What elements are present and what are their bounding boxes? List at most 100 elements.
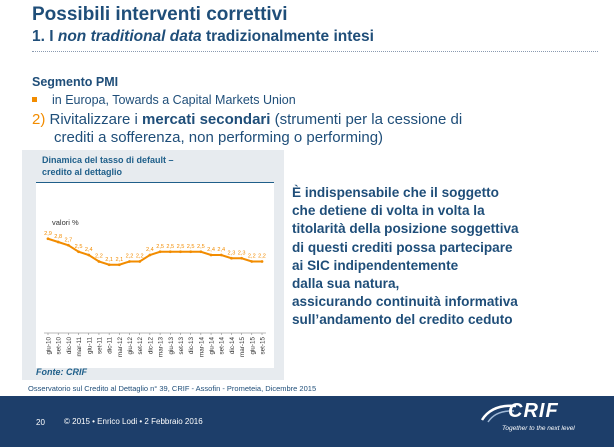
- segment-heading: Segmento PMI: [32, 75, 119, 89]
- x-tick-label: dic-10: [66, 337, 73, 355]
- callout-line: titolarità della posizione soggettiva: [292, 221, 519, 237]
- x-tick-label: mar-12: [117, 337, 124, 357]
- x-tick-label: dic-13: [188, 337, 195, 355]
- chart-header-line1: Dinamica del tasso di default –: [42, 155, 174, 165]
- callout-line: assicurando continuità informativa: [292, 294, 518, 310]
- footer-bar: 20 © 2015 • Enrico Lodi • 2 Febbraio 201…: [0, 396, 614, 447]
- subtitle-prefix: 1. I: [32, 28, 58, 45]
- chart-header-rule: [36, 182, 274, 183]
- point-text-before: Rivitalizzare i: [45, 111, 143, 128]
- data-point: [117, 263, 121, 267]
- subtitle-suffix: tradizionalmente intesi: [201, 28, 374, 45]
- data-label: 2,2: [126, 254, 134, 260]
- data-point: [87, 253, 91, 257]
- data-label: 2,4: [207, 247, 215, 253]
- x-tick-label: mar-13: [158, 337, 165, 357]
- data-label: 2,2: [136, 254, 144, 260]
- data-label: 2,2: [95, 254, 103, 260]
- data-point: [77, 250, 80, 254]
- data-label: 2,1: [115, 257, 123, 263]
- bullet-item: in Europa, Towards a Capital Markets Uni…: [32, 93, 296, 107]
- logo-tagline: Together to the next level: [502, 425, 575, 432]
- footer-copyright: © 2015 • Enrico Lodi • 2 Febbraio 2016: [64, 417, 203, 426]
- callout-line: che detiene di volta in volta la: [292, 203, 485, 219]
- data-point: [189, 250, 193, 254]
- data-label: 2,3: [228, 250, 236, 256]
- chart-header: Dinamica del tasso di default – credito …: [42, 154, 174, 178]
- data-point: [56, 240, 60, 244]
- data-label: 2,2: [248, 254, 256, 260]
- logo-swoosh-icon: [480, 404, 517, 423]
- subtitle-italic: non traditional data: [57, 28, 202, 45]
- data-label: 2,4: [146, 247, 154, 253]
- data-label: 2,3: [238, 250, 246, 256]
- bullet-square-icon: [32, 97, 37, 102]
- chart-box: Dinamica del tasso di default – credito …: [22, 150, 284, 380]
- data-label: 2,4: [85, 247, 93, 253]
- chart-source: Fonte: CRIF: [36, 367, 87, 377]
- data-label: 2,5: [166, 244, 174, 250]
- data-label: 2,5: [197, 244, 205, 250]
- data-point: [97, 260, 101, 263]
- callout-line: sull’andamento del credito ceduto: [292, 312, 513, 328]
- data-point: [209, 253, 213, 257]
- data-label: 2,5: [187, 244, 195, 250]
- slide-subtitle: 1. I non traditional data tradizionalmen…: [32, 28, 374, 46]
- x-tick-label: set-14: [219, 337, 226, 355]
- data-point: [138, 260, 142, 263]
- x-tick-label: set-15: [260, 337, 267, 355]
- x-tick-label: giu-15: [249, 337, 256, 355]
- data-point: [230, 256, 233, 260]
- x-tick-label: mar-14: [198, 337, 205, 357]
- data-point: [168, 250, 172, 254]
- data-point: [260, 260, 264, 263]
- callout-line: dalla sua natura,: [292, 276, 400, 292]
- data-point: [199, 250, 203, 254]
- callout-line: di questi crediti possa partecipare: [292, 239, 513, 255]
- data-point: [158, 250, 162, 254]
- point-bold-text: mercati secondari: [142, 111, 271, 128]
- series-line: [47, 237, 262, 266]
- x-tick-label: mar-15: [239, 337, 246, 357]
- x-tick-label: set-10: [56, 337, 63, 355]
- x-tick-label: set-13: [178, 337, 185, 355]
- point-continuation: crediti a sofferenza, non performing o p…: [54, 129, 384, 146]
- data-point: [219, 253, 223, 257]
- x-tick-label: giu-12: [127, 337, 134, 355]
- bullet-text: in Europa, Towards a Capital Markets Uni…: [52, 93, 296, 107]
- data-point: [128, 260, 131, 263]
- data-point: [179, 250, 182, 254]
- data-label: 2,7: [64, 237, 72, 243]
- x-tick-label: dic-12: [147, 337, 154, 355]
- point-number: 2): [32, 111, 46, 128]
- data-point: [240, 256, 244, 260]
- callout-line: È indispensabile che il soggetto: [292, 185, 499, 200]
- x-tick-label: mar-11: [76, 337, 83, 357]
- crif-logo: CRIF Together to the next level: [478, 400, 598, 444]
- x-tick-label: dic-11: [107, 337, 114, 354]
- chart-header-line2: credito al dettaglio: [42, 167, 123, 177]
- x-tick-label: set-12: [137, 337, 144, 355]
- data-point: [66, 243, 70, 247]
- data-label: 2,5: [156, 244, 164, 250]
- data-point: [46, 237, 50, 241]
- x-tick-label: giu-11: [86, 337, 93, 355]
- slide-title: Possibili interventi correttivi: [32, 4, 288, 25]
- data-point: [148, 253, 152, 257]
- callout-text: È indispensabile che il soggetto che deti…: [292, 184, 602, 330]
- y-axis-label: valori %: [52, 218, 79, 227]
- data-label: 2,8: [54, 234, 62, 240]
- page-number: 20: [36, 418, 45, 427]
- point-text-after: (strumenti per la cessione di: [270, 111, 463, 128]
- logo-word: CRIF: [508, 400, 559, 422]
- x-tick-label: giu-10: [46, 337, 53, 355]
- source-note: Osservatorio sul Credito al Dettaglio n°…: [28, 384, 317, 393]
- data-point: [250, 260, 254, 263]
- title-divider: [32, 51, 598, 52]
- point-two: 2) Rivitalizzare i mercati secondari (st…: [32, 111, 572, 147]
- data-label: 2,5: [75, 244, 83, 250]
- line-chart: valori %2,92,82,72,52,42,22,1 2,12,2 2,22,…: [44, 218, 267, 357]
- x-tick-label: set-11: [96, 337, 103, 355]
- data-label: 2,1: [105, 257, 113, 263]
- x-tick-label: dic-14: [229, 337, 236, 355]
